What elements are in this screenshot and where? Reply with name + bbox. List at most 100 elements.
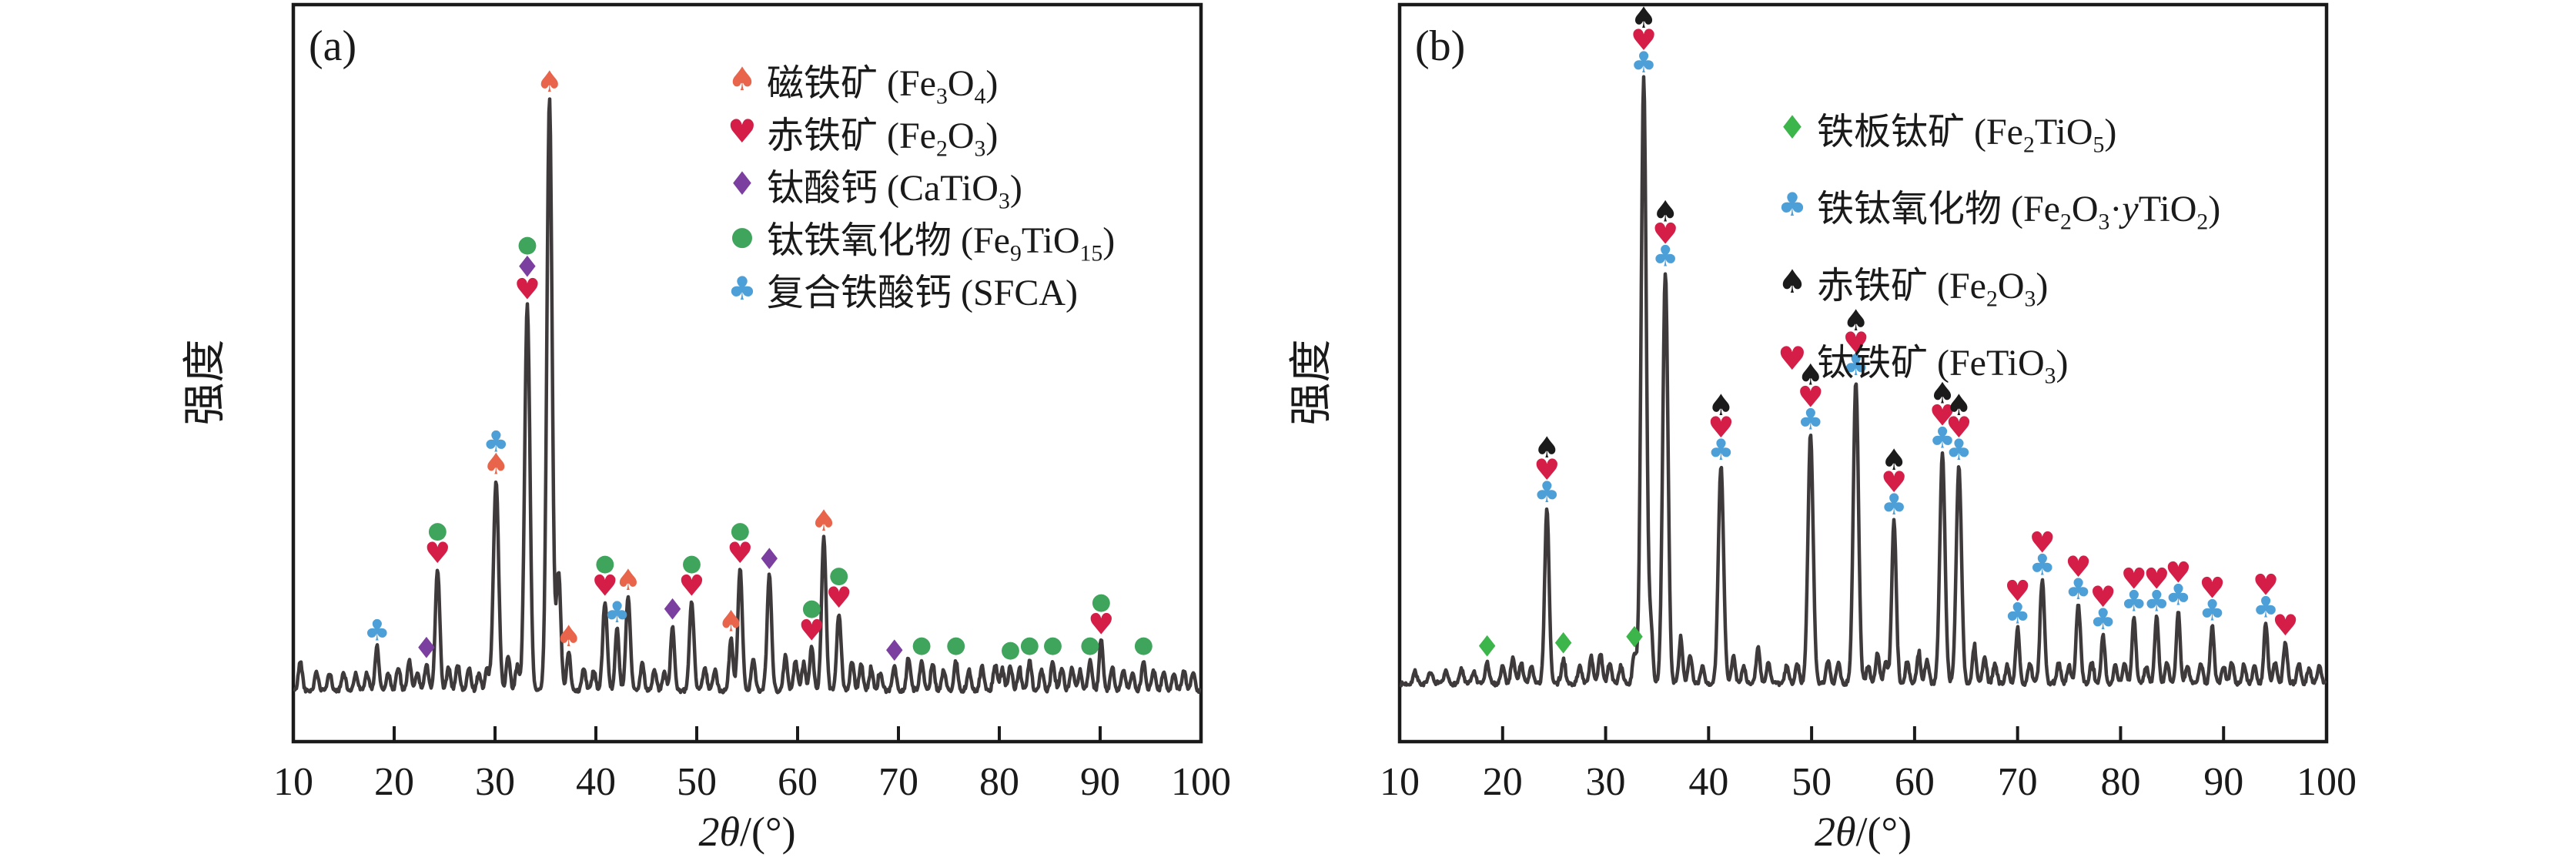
iron-titanium-oxide-circle-icon: ● [1000, 636, 1020, 663]
iron-titanium-oxide-circle-icon: ● [801, 595, 821, 621]
sfca-club-icon: ♣ [1798, 403, 1824, 437]
iron-titanium-oxide-circle-icon: ● [681, 550, 701, 577]
x-tick-label-a: 10 [273, 760, 313, 804]
sfca-club-icon: ♣ [2121, 585, 2147, 618]
xrd-trace-a [293, 97, 1202, 695]
x-tick-label-b: 20 [1483, 760, 1523, 804]
x-tick-label-b: 40 [1688, 760, 1728, 804]
hematite-ilmenite-heart-icon: ♥ [2121, 562, 2147, 596]
hematite-ilmenite-heart-icon: ♥ [1881, 465, 1907, 499]
sfca-club-icon: ♣ [2143, 585, 2170, 618]
magnetite-spade-icon: ♠ [811, 504, 837, 538]
pseudobrookite-diamond-icon: ♦ [1621, 621, 1648, 655]
magnetite-spade-icon: ♠ [556, 619, 582, 653]
iron-titanium-oxide-circle-icon: ● [1133, 632, 1153, 658]
iron-titanium-oxide-circle-icon: ● [1019, 632, 1039, 658]
hematite-ilmenite-heart-icon: ♥ [1798, 380, 1824, 414]
iron-titanium-oxide-circle-icon: ● [427, 518, 447, 544]
hematite-ilmenite-heart-icon: ♥ [592, 569, 618, 603]
sfca-club-icon: ♣ [604, 595, 630, 629]
sfca-club-icon: ♣ [1945, 433, 1972, 467]
perovskite-diamond-icon: ♦ [514, 250, 540, 284]
hematite-ilmenite-heart-icon: ♥ [798, 613, 825, 647]
hematite-ilmenite-heart-icon: ♥ [1945, 410, 1972, 444]
sfca-club-icon: ♣ [2253, 590, 2279, 624]
hematite-spade-icon: ♠ [1929, 376, 1955, 410]
perovskite-diamond-icon: ♦ [413, 631, 440, 665]
magnetite-spade-icon: ♠ [718, 605, 744, 638]
iron-titanium-oxide-circle-icon: ● [1042, 632, 1062, 658]
x-axis-title-a: 2θ/(°) [698, 809, 795, 855]
sfca-club-icon: ♣ [1708, 433, 1734, 467]
x-tick-label-b: 80 [2100, 760, 2140, 804]
iron-titanium-oxide-circle-icon: ● [1080, 632, 1100, 658]
x-tick-label-b: 60 [1895, 760, 1935, 804]
iron-titanium-oxide-circle-icon: ● [595, 550, 615, 577]
hematite-ilmenite-heart-icon: ♥ [2066, 550, 2092, 584]
pseudobrookite-diamond-icon: ♦ [1474, 629, 1500, 663]
panel-label-b: (b) [1415, 22, 1465, 70]
x-tick-label-b: 70 [1998, 760, 2038, 804]
x-tick-label-a: 20 [374, 760, 414, 804]
x-tick-label-a: 50 [677, 760, 717, 804]
iron-titanium-oxide-circle-icon: ● [912, 632, 932, 658]
sfca-club-icon: ♣ [2066, 572, 2092, 606]
hematite-ilmenite-heart-icon: ♥ [1652, 217, 1678, 251]
x-tick-label-a: 90 [1080, 760, 1120, 804]
hematite-ilmenite-heart-icon: ♥ [727, 536, 753, 570]
sfca-club-icon: ♣ [2029, 548, 2056, 581]
hematite-ilmenite-heart-icon: ♥ [2143, 562, 2170, 596]
sfca-club-icon: ♣ [1929, 420, 1955, 454]
hematite-ilmenite-heart-icon: ♥ [2253, 568, 2279, 601]
x-tick-label-b: 50 [1791, 760, 1832, 804]
hematite-spade-icon: ♠ [1945, 388, 1972, 422]
xrd-trace-b [1399, 75, 2327, 688]
sfca-club-icon: ♣ [2090, 602, 2116, 636]
sfca-club-icon: ♣ [483, 425, 509, 459]
hematite-spade-icon: ♠ [1843, 303, 1869, 337]
hematite-ilmenite-heart-icon: ♥ [2005, 574, 2031, 608]
xrd-panel-a: 10 20 30 40 50 60 70 80 90 1002θ/(°)强度(a)♣♦●♥♣♠●♦… [182, 2, 1231, 855]
hematite-ilmenite-heart-icon: ♥ [1534, 453, 1560, 487]
iron-titanium-oxide-circle-icon: ● [730, 518, 750, 544]
hematite-spade-icon: ♠ [1708, 388, 1734, 422]
x-axis-title-b: 2θ/(°) [1815, 809, 1912, 855]
pseudobrookite-diamond-icon: ♦ [1551, 627, 1577, 661]
sfca-club-icon: ♣ [2199, 593, 2225, 627]
perovskite-diamond-icon: ♦ [882, 634, 908, 668]
x-tick-label-b: 90 [2203, 760, 2243, 804]
iron-titanium-oxide-circle-icon: ● [1091, 588, 1111, 615]
y-axis-title-a: 强度 [182, 340, 229, 426]
panel-label-a: (a) [309, 22, 356, 70]
hematite-ilmenite-heart-icon: ♥ [2199, 571, 2225, 605]
magnetite-spade-icon: ♠ [537, 65, 563, 99]
iron-titanium-oxide-circle-icon: ● [946, 632, 966, 658]
x-tick-label-a: 60 [778, 760, 818, 804]
x-tick-label-a: 40 [576, 760, 616, 804]
magnetite-spade-icon: ♠ [483, 447, 509, 481]
x-tick-label-a: 100 [1171, 760, 1231, 804]
x-tick-label-a: 80 [979, 760, 1019, 804]
hematite-ilmenite-heart-icon: ♥ [424, 536, 450, 570]
perovskite-diamond-icon: ♦ [660, 592, 686, 626]
hematite-ilmenite-heart-icon: ♥ [1708, 410, 1734, 444]
hematite-ilmenite-heart-icon: ♥ [1088, 608, 1114, 642]
sfca-club-icon: ♣ [2005, 596, 2031, 630]
x-tick-label-b: 100 [2297, 760, 2357, 804]
hematite-ilmenite-heart-icon: ♥ [1929, 398, 1955, 432]
magnetite-spade-icon: ♠ [615, 563, 641, 597]
iron-titanium-oxide-circle-icon: ● [517, 231, 537, 258]
sfca-club-icon: ♣ [2165, 578, 2191, 612]
hematite-spade-icon: ♠ [1798, 358, 1824, 392]
sfca-club-icon: ♣ [364, 613, 390, 647]
hematite-ilmenite-heart-icon: ♥ [826, 581, 852, 615]
hematite-spade-icon: ♠ [1881, 443, 1907, 477]
hematite-spade-icon: ♠ [1534, 430, 1560, 464]
hematite-ilmenite-heart-icon: ♥ [2090, 580, 2116, 614]
hematite-ilmenite-heart-icon: ♥ [2029, 525, 2056, 559]
hematite-spade-icon: ♠ [1652, 195, 1678, 229]
x-tick-label-a: 30 [475, 760, 515, 804]
plot-box-b [1397, 2, 2329, 744]
